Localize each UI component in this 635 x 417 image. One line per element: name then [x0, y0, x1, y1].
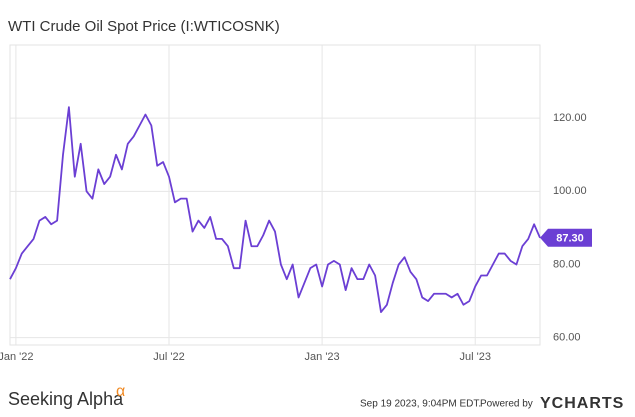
y-tick-label: 80.00: [553, 258, 581, 270]
x-tick-label: Jul '22: [153, 351, 184, 363]
powered-by: Powered by: [480, 399, 533, 410]
y-tick-label: 60.00: [553, 332, 581, 344]
plot-frame: [9, 44, 541, 346]
x-tick-label: Jan '23: [305, 351, 340, 363]
timestamp: Sep 19 2023, 9:04PM EDT.: [360, 399, 481, 410]
brand-mark: α: [116, 383, 125, 400]
x-tick-label: Jan '22: [0, 351, 33, 363]
provider: YCHARTS: [540, 395, 624, 412]
price-line: [9, 106, 541, 313]
y-tick-label: 100.00: [553, 185, 587, 197]
x-tick-label: Jul '23: [459, 351, 490, 363]
value-tag: [540, 228, 592, 247]
chart-title: WTI Crude Oil Spot Price (I:WTICOSNK): [8, 18, 280, 35]
y-tick-label: 120.00: [553, 112, 587, 124]
brand: Seeking Alpha: [8, 389, 124, 409]
value-label: 87.30: [556, 233, 584, 245]
